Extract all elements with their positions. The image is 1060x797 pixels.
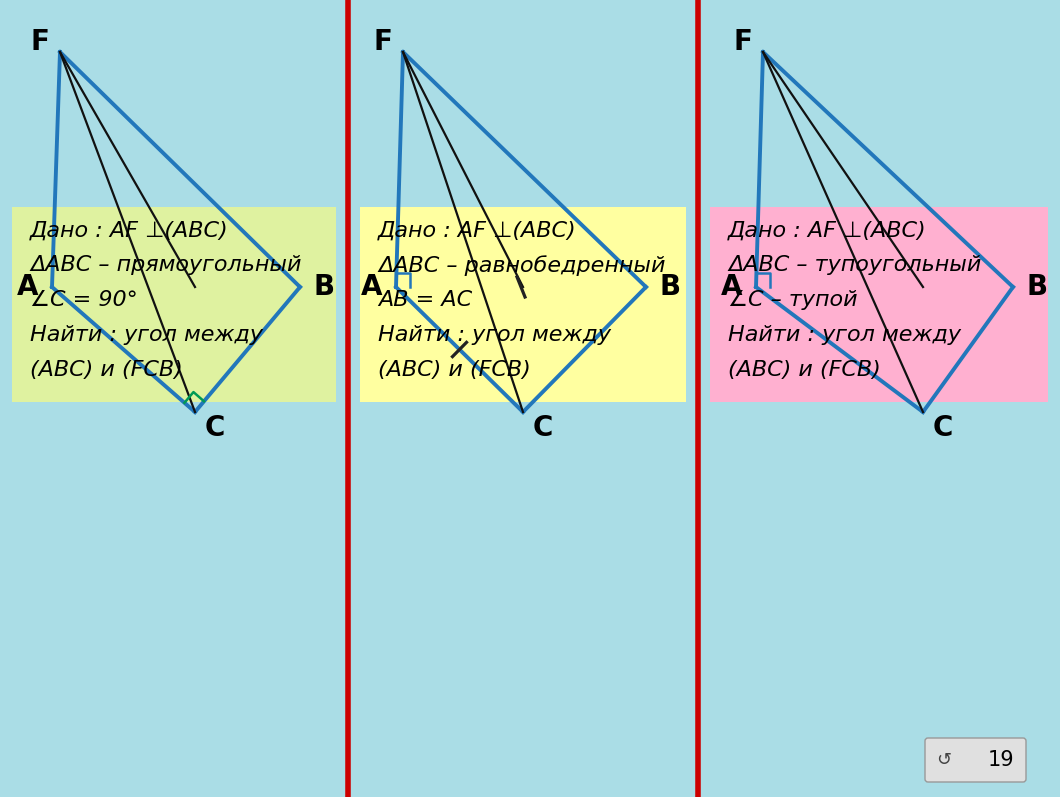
Text: A: A xyxy=(721,273,743,301)
Text: Дано : AF ⊥(ABC): Дано : AF ⊥(ABC) xyxy=(728,220,926,240)
Text: F: F xyxy=(31,28,50,56)
Text: ∠C = 90°: ∠C = 90° xyxy=(30,290,138,310)
Bar xyxy=(360,207,686,402)
Text: C: C xyxy=(205,414,225,442)
Text: Дано : AF ⊥(ABC): Дано : AF ⊥(ABC) xyxy=(30,220,229,240)
Text: A: A xyxy=(361,273,383,301)
Text: Найти : угол между: Найти : угол между xyxy=(378,325,611,345)
Text: AB = AC: AB = AC xyxy=(378,290,472,310)
Text: (ABC) и (FCB): (ABC) и (FCB) xyxy=(728,360,881,380)
Text: F: F xyxy=(373,28,392,56)
FancyBboxPatch shape xyxy=(925,738,1026,782)
Text: Дано : AF ⊥(ABC): Дано : AF ⊥(ABC) xyxy=(378,220,577,240)
Text: ΔABC – тупоугольный: ΔABC – тупоугольный xyxy=(728,255,982,275)
Text: ΔABC – равнобедренный: ΔABC – равнобедренный xyxy=(378,255,666,276)
Text: F: F xyxy=(734,28,753,56)
Text: 19: 19 xyxy=(988,750,1014,770)
Text: C: C xyxy=(933,414,953,442)
Text: Найти : угол между: Найти : угол между xyxy=(728,325,961,345)
Text: B: B xyxy=(659,273,681,301)
Text: ∠C – тупой: ∠C – тупой xyxy=(728,290,858,310)
Text: (ABC) и (FCB): (ABC) и (FCB) xyxy=(30,360,182,380)
Bar xyxy=(12,207,336,402)
Text: (ABC) и (FCB): (ABC) и (FCB) xyxy=(378,360,531,380)
Text: B: B xyxy=(314,273,335,301)
Bar xyxy=(710,207,1048,402)
Text: B: B xyxy=(1026,273,1047,301)
Text: ΔABC – прямоугольный: ΔABC – прямоугольный xyxy=(30,255,301,275)
Text: C: C xyxy=(533,414,553,442)
Text: Найти : угол между: Найти : угол между xyxy=(30,325,263,345)
Text: ↺: ↺ xyxy=(936,751,952,769)
Text: A: A xyxy=(17,273,39,301)
